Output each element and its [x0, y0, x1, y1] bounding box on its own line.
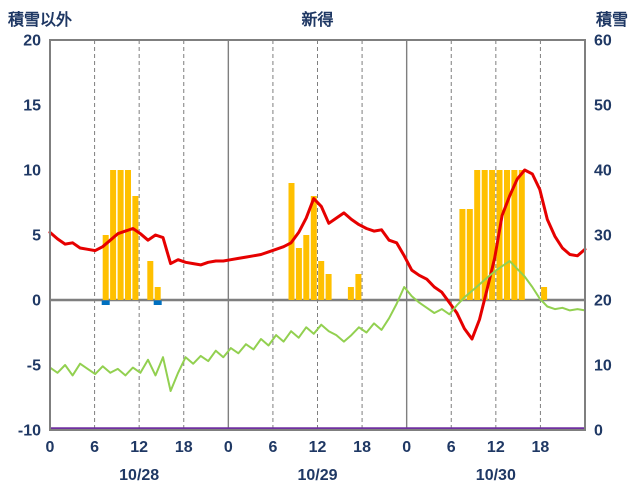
- left-axis-title: 積雪以外: [8, 12, 73, 29]
- right-axis-title: 積雪: [595, 12, 628, 29]
- svg-text:0: 0: [32, 293, 41, 310]
- svg-text:18: 18: [532, 439, 550, 456]
- svg-text:60: 60: [594, 33, 612, 50]
- svg-text:50: 50: [594, 98, 612, 115]
- svg-text:20: 20: [23, 33, 41, 50]
- x-axis-tick-labels: 0 6 12 18 0 6 12 18 0 6 12 18: [46, 439, 550, 456]
- right-axis-tick-labels: 60 50 40 30 20 10 0: [594, 33, 612, 440]
- svg-text:10: 10: [23, 163, 41, 180]
- svg-text:6: 6: [447, 439, 456, 456]
- svg-text:0: 0: [594, 423, 603, 440]
- svg-text:10/28: 10/28: [119, 467, 159, 484]
- red-line: [48, 168, 587, 341]
- svg-text:-5: -5: [27, 358, 41, 375]
- svg-text:5: 5: [32, 228, 41, 245]
- left-axis-tick-labels: 20 15 10 5 0 -5 -10: [18, 33, 41, 440]
- x-axis-day-labels: 10/28 10/29 10/30: [119, 467, 516, 484]
- vertical-gridlines: [94, 40, 541, 430]
- svg-text:0: 0: [224, 439, 233, 456]
- svg-text:0: 0: [46, 439, 55, 456]
- svg-text:6: 6: [90, 439, 99, 456]
- green-line: [49, 260, 586, 392]
- chart-title: 新得: [301, 12, 334, 29]
- plot-border: [49, 39, 586, 431]
- svg-text:0: 0: [402, 439, 411, 456]
- svg-text:10/29: 10/29: [297, 467, 337, 484]
- svg-text:12: 12: [309, 439, 327, 456]
- svg-text:40: 40: [594, 163, 612, 180]
- hourly-bars: [102, 170, 548, 300]
- svg-text:10/30: 10/30: [476, 467, 516, 484]
- svg-text:10: 10: [594, 358, 612, 375]
- svg-text:18: 18: [353, 439, 371, 456]
- svg-text:-10: -10: [18, 423, 41, 440]
- svg-text:30: 30: [594, 228, 612, 245]
- svg-text:18: 18: [175, 439, 193, 456]
- svg-text:12: 12: [130, 439, 148, 456]
- blue-markers: [101, 300, 162, 305]
- svg-text:6: 6: [268, 439, 277, 456]
- svg-text:15: 15: [23, 98, 41, 115]
- svg-text:12: 12: [487, 439, 505, 456]
- svg-text:20: 20: [594, 293, 612, 310]
